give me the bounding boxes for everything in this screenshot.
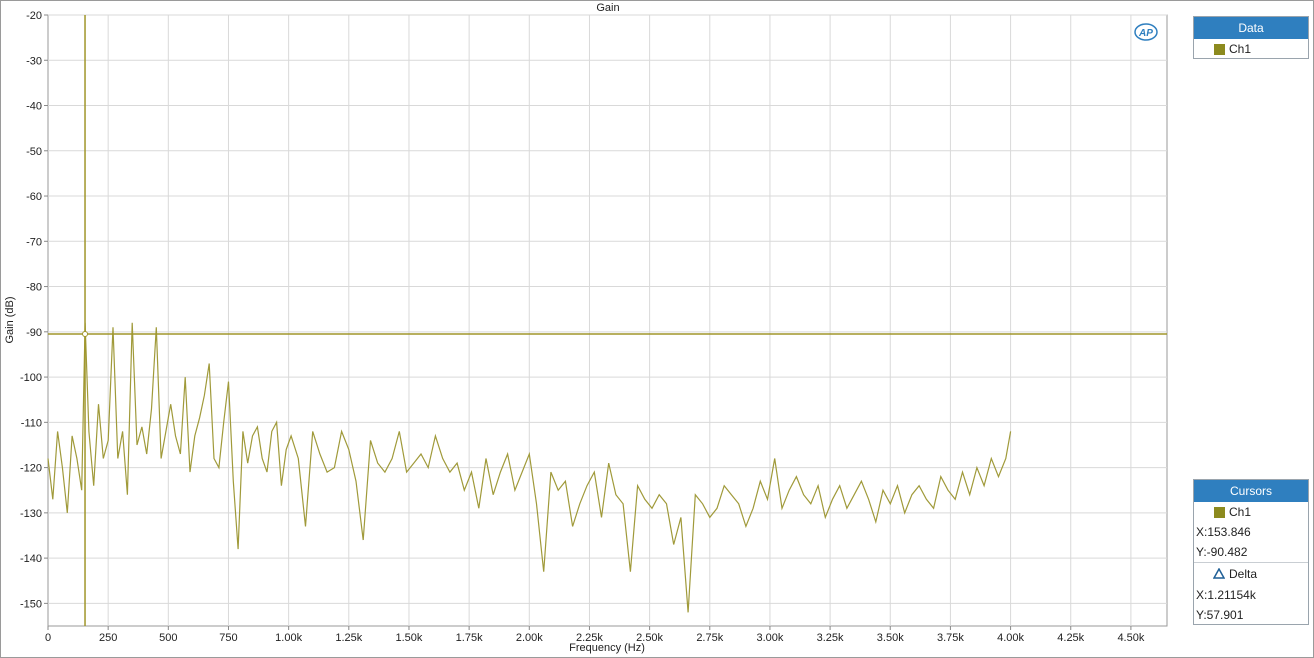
y-tick-label: -70 bbox=[26, 236, 42, 248]
series-line-ch1 bbox=[47, 322, 1012, 613]
cursors-panel-header: Cursors bbox=[1194, 480, 1308, 502]
x-tick-label: 4.50k bbox=[1117, 632, 1144, 644]
x-tick-label: 3.25k bbox=[817, 632, 844, 644]
delta-icon bbox=[1213, 568, 1225, 579]
delta-y-value: Y:57.901 bbox=[1196, 608, 1244, 622]
y-tick-label: -60 bbox=[26, 191, 42, 203]
x-tick-label: 1.25k bbox=[335, 632, 362, 644]
ch1-color-swatch bbox=[1214, 44, 1225, 55]
ap-logo-text: AP bbox=[1138, 28, 1153, 39]
cursor-channel[interactable]: Ch1 bbox=[1194, 502, 1308, 522]
axis-ticks: 0 250 500 750 1.00k 1.25k 1.50k 1.75k 2.00k 2.25k… bbox=[20, 10, 1145, 644]
x-tick-label: 4.00k bbox=[997, 632, 1024, 644]
y-tick-label: -150 bbox=[20, 598, 42, 610]
x-tick-label: 4.25k bbox=[1057, 632, 1084, 644]
y-tick-label: -110 bbox=[21, 417, 42, 429]
grid bbox=[48, 14, 1167, 626]
delta-section: Delta X:1.21154k Y:57.901 bbox=[1194, 562, 1308, 625]
data-panel: Data Ch1 bbox=[1193, 16, 1309, 59]
y-tick-label: -20 bbox=[26, 10, 42, 22]
x-axis-label: Frequency (Hz) bbox=[569, 642, 645, 654]
cursor-lines[interactable] bbox=[48, 15, 1167, 626]
delta-label: Delta bbox=[1229, 567, 1258, 581]
cursor-channel-label: Ch1 bbox=[1229, 505, 1252, 519]
chart-title: Gain bbox=[596, 2, 619, 14]
y-tick-label: -40 bbox=[26, 101, 42, 113]
ap-logo: AP bbox=[1134, 23, 1158, 41]
delta-header[interactable]: Delta bbox=[1194, 563, 1308, 585]
x-tick-label: 3.00k bbox=[756, 632, 783, 644]
x-tick-label: 250 bbox=[99, 632, 117, 644]
x-tick-label: 0 bbox=[45, 632, 51, 644]
x-tick-label: 3.50k bbox=[877, 632, 904, 644]
legend-item-ch1[interactable]: Ch1 bbox=[1194, 39, 1308, 59]
delta-x-value: X:1.21154k bbox=[1196, 588, 1256, 602]
x-tick-label: 2.25k bbox=[576, 632, 603, 644]
data-panel-header: Data bbox=[1194, 17, 1308, 39]
y-tick-label: -120 bbox=[20, 463, 42, 475]
x-tick-label: 1.50k bbox=[396, 632, 423, 644]
y-tick-label: -100 bbox=[20, 372, 42, 384]
x-tick-label: 1.75k bbox=[456, 632, 483, 644]
x-tick-label: 2.00k bbox=[516, 632, 543, 644]
y-tick-label: -80 bbox=[26, 282, 42, 294]
cursor-y-value: Y:-90.482 bbox=[1196, 545, 1248, 559]
x-tick-label: 750 bbox=[219, 632, 237, 644]
legend-label: Ch1 bbox=[1229, 42, 1252, 56]
trace-ch1 bbox=[47, 322, 1012, 613]
y-tick-label: -90 bbox=[26, 327, 42, 339]
x-tick-label: 2.75k bbox=[696, 632, 723, 644]
y-tick-label: -140 bbox=[20, 553, 42, 565]
x-tick-label: 3.75k bbox=[937, 632, 964, 644]
x-tick-label: 2.50k bbox=[636, 632, 663, 644]
plot-area[interactable] bbox=[47, 14, 1168, 627]
y-tick-label: -50 bbox=[26, 146, 42, 158]
y-tick-label: -130 bbox=[20, 508, 42, 520]
y-tick-label: -30 bbox=[26, 55, 42, 67]
x-tick-label: 500 bbox=[159, 632, 177, 644]
y-axis-label: Gain (dB) bbox=[4, 296, 16, 343]
x-tick-label: 1.00k bbox=[275, 632, 302, 644]
cursors-panel: Cursors Ch1 X:153.846 Y:-90.482 Delta X:… bbox=[1193, 479, 1309, 625]
cursor-point bbox=[82, 330, 89, 337]
ch1-color-swatch bbox=[1214, 507, 1225, 518]
cursor-x-value: X:153.846 bbox=[1196, 525, 1251, 539]
